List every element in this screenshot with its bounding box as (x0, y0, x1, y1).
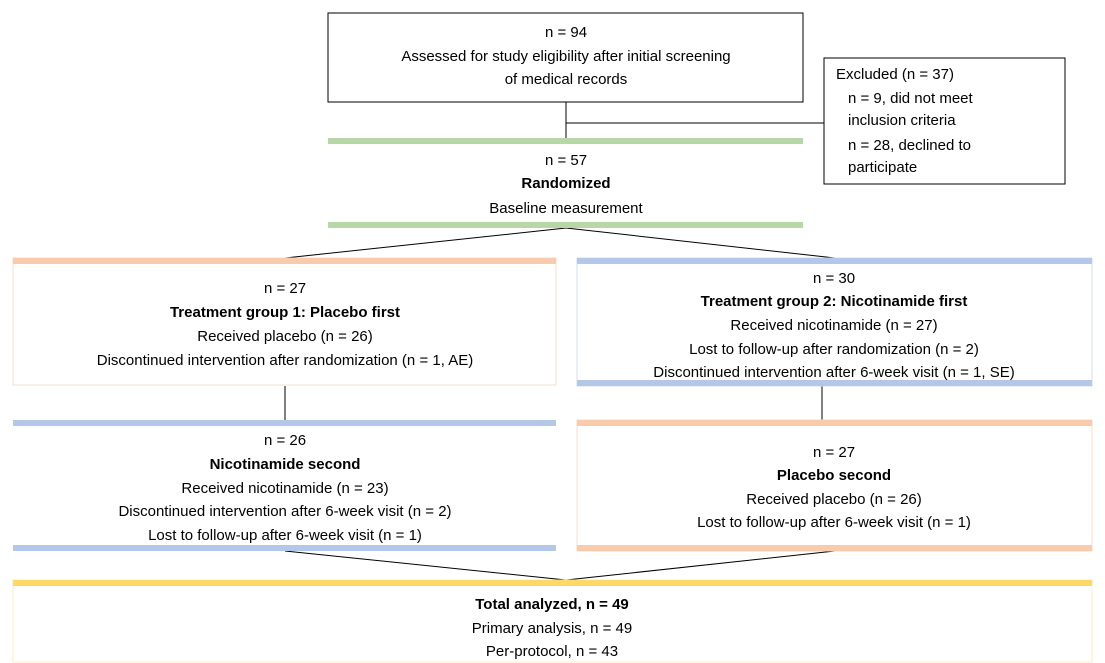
connector (565, 550, 836, 581)
description: Assessed for study eligibility after ini… (401, 48, 730, 65)
detail: Lost to follow-up after 6-week visit (n … (697, 514, 971, 531)
count: n = 26 (264, 432, 306, 449)
connectors (284, 102, 836, 581)
reason: participate (848, 159, 917, 176)
reason: inclusion criteria (848, 112, 956, 129)
excluded-box (823, 57, 1066, 185)
bar (13, 420, 556, 426)
group-box (12, 257, 557, 386)
connector (284, 550, 567, 581)
detail: Discontinued intervention after 6-week v… (653, 364, 1014, 381)
title: Treatment group 1: Placebo first (170, 304, 400, 321)
detail: Received placebo (n = 26) (746, 491, 922, 508)
bar (328, 222, 803, 228)
excluded-title: Excluded (n = 37) (836, 66, 954, 83)
bar (328, 138, 803, 144)
count: n = 27 (813, 444, 855, 461)
bar (577, 380, 1092, 386)
title: Placebo second (777, 467, 891, 484)
bar (13, 580, 1092, 586)
detail: Received placebo (n = 26) (197, 328, 373, 345)
bar (577, 420, 1092, 426)
detail: Received nicotinamide (n = 23) (181, 480, 388, 497)
description: of medical records (505, 71, 628, 88)
count: n = 27 (264, 280, 306, 297)
count: n = 30 (813, 270, 855, 287)
detail: Per-protocol, n = 43 (486, 643, 618, 660)
bar (577, 545, 1092, 551)
reason: n = 28, declined to (848, 137, 971, 154)
detail: Lost to follow-up after 6-week visit (n … (148, 527, 422, 544)
group-box (576, 257, 1093, 387)
title: Nicotinamide second (210, 456, 361, 473)
count: n = 57 (545, 152, 587, 169)
bar (13, 545, 556, 551)
bar (577, 258, 1092, 264)
detail: Primary analysis, n = 49 (472, 620, 632, 637)
bar (13, 258, 556, 264)
reason: n = 9, did not meet (848, 90, 973, 107)
detail: Discontinued intervention after randomiz… (97, 352, 473, 369)
note: Baseline measurement (489, 200, 643, 217)
title: Treatment group 2: Nicotinamide first (701, 293, 968, 310)
connector (565, 227, 836, 259)
screening-box (327, 12, 804, 103)
connector (284, 227, 567, 259)
group-box (576, 419, 1093, 552)
count: n = 94 (545, 24, 587, 41)
title: Total analyzed, n = 49 (475, 596, 629, 613)
title: Randomized (521, 175, 610, 192)
detail: Discontinued intervention after 6-week v… (118, 503, 451, 520)
detail: Lost to follow-up after randomization (n… (689, 341, 979, 358)
detail: Received nicotinamide (n = 27) (730, 317, 937, 334)
total-box (12, 579, 1093, 663)
